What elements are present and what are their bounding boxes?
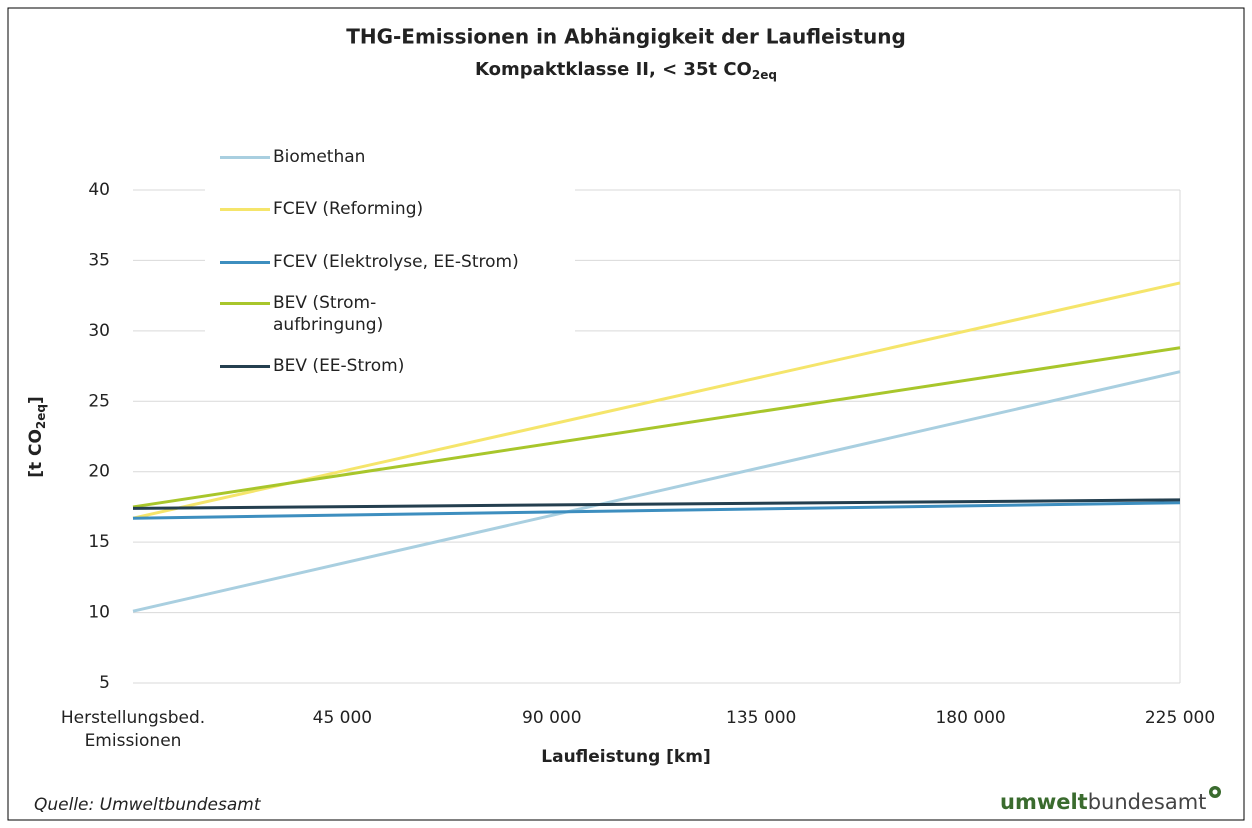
x-tick-label: 45 000: [312, 708, 373, 728]
legend-swatch: [220, 365, 270, 368]
y-tick-label: 30: [88, 321, 110, 341]
chart-title: THG-Emissionen in Abhängigkeit der Laufl…: [346, 25, 906, 49]
chart-subtitle: Kompaktklasse II, < 35t CO2eq: [475, 59, 777, 82]
y-tick-label: 5: [99, 673, 110, 693]
logo: umweltbundesamt: [1000, 786, 1222, 814]
legend-item: FCEV (Elektrolyse, EE-Strom): [220, 251, 519, 273]
legend-label: BEV (EE-Strom): [273, 356, 405, 376]
legend-item: BEV (Strom-aufbringung): [220, 292, 393, 336]
y-tick-label: 40: [88, 180, 110, 200]
y-tick-label: 15: [88, 532, 110, 552]
x-axis-label: Laufleistung [km]: [541, 747, 710, 767]
subtitle-text: Kompaktklasse II, < 35t CO: [475, 59, 752, 80]
y-axis-label: [t CO2eq]: [26, 396, 48, 478]
legend-swatch: [220, 261, 270, 264]
series-line: [132, 346, 1181, 509]
legend-swatch: [220, 156, 270, 159]
legend-item: FCEV (Reforming): [220, 198, 423, 220]
y-tick-label: 10: [88, 603, 110, 623]
legend-swatch: [220, 208, 270, 211]
y-label-sub: 2eq: [34, 404, 48, 429]
lines: [132, 281, 1181, 613]
legend: Biomethan FCEV (Reforming) FCEV (Elektroly…: [205, 140, 575, 380]
frame: [7, 7, 1245, 821]
legend-label: FCEV (Reforming): [273, 199, 424, 219]
legend-label: Biomethan: [273, 147, 366, 167]
series-line: [132, 370, 1181, 613]
legend-label: FCEV (Elektrolyse, EE-Strom): [273, 252, 519, 272]
x-tick-label: 180 000: [935, 708, 1006, 728]
y-tick-label: 35: [88, 250, 110, 270]
legend-label: BEV (Strom-aufbringung): [273, 293, 384, 335]
y-label-tail: ]: [26, 396, 46, 404]
logo-bold: umwelt: [1000, 790, 1088, 814]
logo-regular: bundesamt: [1087, 790, 1207, 814]
logo-icon: [1209, 786, 1222, 798]
x-tick-label: Herstellungsbed. Emissionen: [60, 708, 206, 751]
source: Quelle: Umweltbundesamt: [34, 795, 261, 815]
legend-swatch: [220, 302, 270, 305]
y-tick-label: 25: [88, 391, 110, 411]
legend-item: BEV (EE-Strom): [220, 355, 404, 377]
series-line: [132, 498, 1181, 510]
series-line: [132, 501, 1181, 520]
x-tick-label: 135 000: [726, 708, 797, 728]
y-tick-label: 20: [88, 462, 110, 482]
subtitle-sub: 2eq: [752, 68, 777, 82]
x-tick-label: 225 000: [1144, 708, 1216, 728]
y-label-text: [t CO: [26, 429, 46, 478]
x-tick-label: 90 000: [522, 708, 582, 728]
legend-item: Biomethan: [220, 146, 365, 168]
